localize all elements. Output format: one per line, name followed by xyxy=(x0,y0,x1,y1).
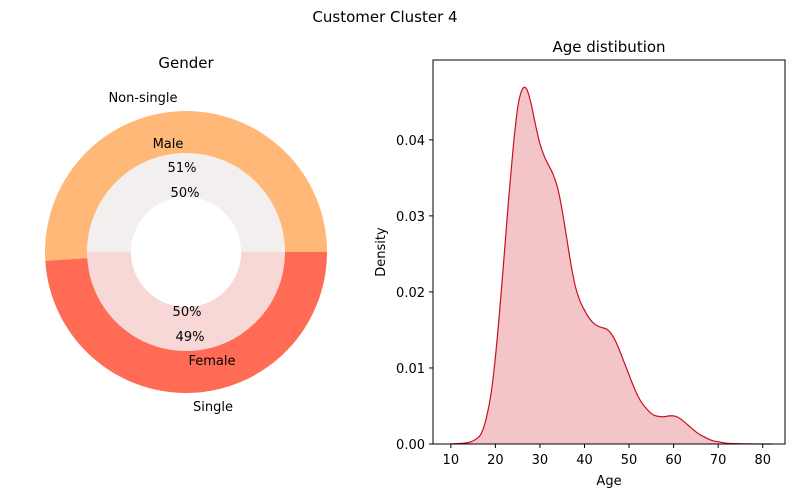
donut-title: Gender xyxy=(158,54,214,72)
outer-label-non-single: Non-single xyxy=(108,91,177,106)
y-tick-label: 0.00 xyxy=(396,438,425,453)
x-tick-label: 50 xyxy=(621,453,638,468)
kde-plot-area xyxy=(450,86,772,445)
x-axis-label: Age xyxy=(596,474,621,489)
y-axis-label: Density xyxy=(374,227,389,277)
axes-frame xyxy=(432,59,786,445)
y-tick-label: 0.04 xyxy=(396,134,425,149)
outer-slice-non-single xyxy=(44,110,327,261)
donut-labels: Non-single 51% Single 49% Male 50% Femal… xyxy=(108,91,235,415)
outer-pct-single: 49% xyxy=(176,330,205,345)
outer-slice-single xyxy=(45,252,328,393)
x-tick-label: 30 xyxy=(532,453,549,468)
inner-slice-male xyxy=(87,153,285,252)
x-tick-label: 10 xyxy=(443,453,460,468)
gender-donut-chart: Gender Non-single 51% Single 49% Male 50… xyxy=(44,54,328,415)
inner-pct-male: 50% xyxy=(171,186,200,201)
y-tick-label: 0.02 xyxy=(396,286,425,301)
inner-pct-female: 50% xyxy=(173,305,202,320)
outer-ring xyxy=(44,110,328,393)
y-tick-label: 0.03 xyxy=(396,210,425,225)
age-distribution-chart: Age distibution 10 20 30 40 50 60 70 80 0.000.0… xyxy=(374,38,786,489)
y-axis-ticks: 0.00 0.01 0.02 0.03 0.04 xyxy=(396,134,433,453)
donut-hole xyxy=(131,197,241,307)
outer-label-single: Single xyxy=(193,400,233,415)
x-axis-ticks: 10 20 30 40 50 60 70 80 xyxy=(443,444,771,468)
y-tick-label: 0.01 xyxy=(396,362,425,377)
inner-label-male: Male xyxy=(153,137,184,152)
x-tick-label: 20 xyxy=(487,453,504,468)
outer-pct-non-single: 51% xyxy=(168,161,197,176)
figure-title: Customer Cluster 4 xyxy=(312,8,457,26)
x-tick-label: 70 xyxy=(710,453,727,468)
inner-ring xyxy=(87,153,285,351)
x-tick-label: 80 xyxy=(754,453,771,468)
x-tick-label: 40 xyxy=(576,453,593,468)
inner-label-female: Female xyxy=(188,354,235,369)
density-line xyxy=(450,86,772,445)
kde-title: Age distibution xyxy=(552,38,665,56)
x-tick-label: 60 xyxy=(665,453,682,468)
inner-slice-female xyxy=(87,252,285,351)
density-area xyxy=(450,87,772,445)
